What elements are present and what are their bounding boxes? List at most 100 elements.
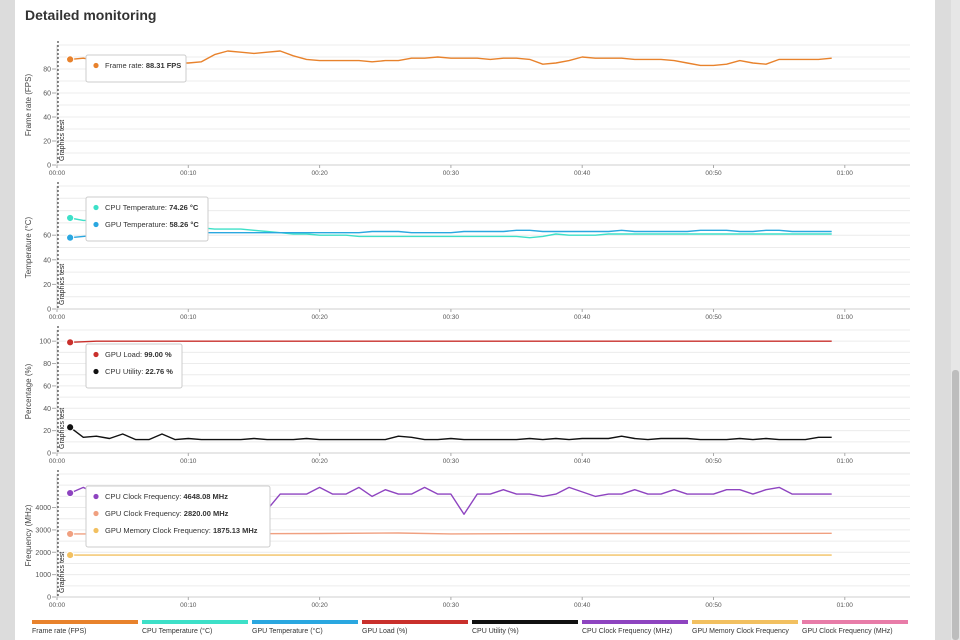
tooltip bbox=[85, 343, 183, 389]
x-tick-label: 00:10 bbox=[180, 602, 197, 609]
tooltip-entry: Frame rate: 88.31 FPS bbox=[105, 61, 181, 70]
x-tick-label: 00:10 bbox=[180, 170, 197, 177]
x-tick-label: 00:00 bbox=[49, 602, 66, 609]
panel-2: 0 20 40 60 Temperature (°C) 00:00 00:10 00:20 00… bbox=[24, 182, 910, 321]
x-tick-label: 00:20 bbox=[311, 314, 328, 321]
series-line-frame-rate bbox=[70, 50, 832, 67]
x-tick-label: 00:00 bbox=[49, 170, 66, 177]
series-line-cpu-utility bbox=[69, 426, 832, 441]
y-tick-label: 60 bbox=[43, 91, 51, 98]
legend-label: GPU Memory Clock Frequency bbox=[692, 628, 789, 635]
x-tick-label: 00:30 bbox=[443, 314, 460, 321]
tooltip-dot bbox=[93, 62, 99, 69]
legend: Frame rate (FPS) CPU Temperature (°C) GPU … bbox=[32, 620, 908, 635]
legend-swatch bbox=[32, 620, 138, 624]
y-tick-label: 80 bbox=[43, 361, 51, 368]
page-title: Detailed monitoring bbox=[25, 7, 157, 23]
panel-1: 0 20 40 60 80 Frame rate (FPS) 00:00 00:10 00:20… bbox=[24, 41, 910, 177]
series-point-cpu-clock-frequency bbox=[66, 488, 75, 498]
y-tick-label: 20 bbox=[43, 428, 51, 435]
legend-label: GPU Clock Frequency (MHz) bbox=[802, 628, 893, 635]
y-tick-label: 20 bbox=[43, 282, 51, 289]
x-tick-label: 00:30 bbox=[443, 170, 460, 177]
y-axis-label: Temperature (°C) bbox=[24, 216, 33, 278]
x-tick-label: 01:00 bbox=[837, 170, 854, 177]
tooltip-entry: GPU Clock Frequency: 2820.00 MHz bbox=[105, 509, 229, 518]
legend-swatch bbox=[362, 620, 468, 624]
x-tick-label: 00:10 bbox=[180, 458, 197, 465]
y-tick-label: 0 bbox=[47, 307, 51, 314]
graphics-test-label: Graphics test bbox=[59, 552, 66, 593]
x-tick-label: 01:00 bbox=[837, 458, 854, 465]
y-axis-label: Percentage (%) bbox=[24, 363, 33, 419]
x-tick-label: 00:20 bbox=[311, 602, 328, 609]
graphics-test-label: Graphics test bbox=[59, 264, 66, 305]
tooltip-series-name: GPU Memory Clock Frequency: bbox=[105, 526, 213, 535]
y-tick-label: 40 bbox=[43, 115, 51, 122]
tooltip-dot bbox=[93, 221, 99, 228]
series-point-gpu-temperature bbox=[66, 233, 75, 242]
tooltip-entry: CPU Utility: 22.76 % bbox=[105, 367, 173, 376]
x-tick-label: 00:40 bbox=[574, 170, 591, 177]
tooltip-series-value: 88.31 FPS bbox=[146, 61, 181, 70]
legend-label: CPU Utility (%) bbox=[472, 628, 519, 635]
y-tick-label: 1000 bbox=[35, 572, 51, 579]
tooltip-series-name: GPU Temperature: bbox=[105, 220, 169, 229]
series-point-cpu-temperature bbox=[66, 213, 75, 223]
x-tick-label: 00:40 bbox=[574, 314, 591, 321]
tooltip-series-name: GPU Load: bbox=[105, 350, 144, 359]
tooltip-series-value: 1875.13 MHz bbox=[213, 526, 258, 535]
tooltip bbox=[85, 485, 271, 548]
series-point-cpu-utility bbox=[66, 423, 75, 432]
x-tick-label: 00:30 bbox=[443, 458, 460, 465]
tooltip-entry: CPU Clock Frequency: 4648.08 MHz bbox=[105, 492, 228, 501]
tooltip-series-name: CPU Temperature: bbox=[105, 203, 169, 212]
x-tick-label: 00:50 bbox=[705, 458, 722, 465]
series-point-gpu-load bbox=[66, 338, 75, 347]
tooltip-dot bbox=[93, 493, 99, 500]
tooltip-series-value: 22.76 % bbox=[145, 367, 173, 376]
legend-swatch bbox=[802, 620, 908, 624]
legend-label: GPU Load (%) bbox=[362, 628, 408, 635]
scrollbar-thumb[interactable] bbox=[952, 370, 959, 640]
y-tick-label: 0 bbox=[47, 451, 51, 458]
x-tick-label: 00:00 bbox=[49, 458, 66, 465]
tooltip-series-value: 4648.08 MHz bbox=[183, 492, 228, 501]
legend-label: CPU Clock Frequency (MHz) bbox=[582, 628, 672, 635]
tooltip-series-value: 58.26 °C bbox=[169, 220, 199, 229]
x-tick-label: 00:40 bbox=[574, 602, 591, 609]
x-tick-label: 00:10 bbox=[180, 314, 197, 321]
y-axis-label: Frequency (MHz) bbox=[24, 504, 33, 566]
y-tick-label: 40 bbox=[43, 257, 51, 264]
x-tick-label: 00:20 bbox=[311, 170, 328, 177]
x-tick-label: 00:40 bbox=[574, 458, 591, 465]
tooltip-series-name: CPU Clock Frequency: bbox=[105, 492, 183, 501]
y-tick-label: 40 bbox=[43, 406, 51, 413]
legend-swatch bbox=[252, 620, 358, 624]
legend-label: CPU Temperature (°C) bbox=[142, 627, 212, 635]
legend-swatch bbox=[692, 620, 798, 624]
y-tick-label: 60 bbox=[43, 233, 51, 240]
y-tick-label: 2000 bbox=[35, 550, 51, 557]
legend-swatch bbox=[472, 620, 578, 624]
tooltip-series-name: GPU Clock Frequency: bbox=[105, 509, 184, 518]
y-tick-label: 60 bbox=[43, 383, 51, 390]
tooltip-dot bbox=[93, 510, 99, 517]
series-line-gpu-load bbox=[70, 340, 832, 343]
x-tick-label: 00:00 bbox=[49, 314, 66, 321]
tooltip-series-value: 2820.00 MHz bbox=[184, 509, 229, 518]
scrollbar-track[interactable] bbox=[951, 0, 960, 640]
x-tick-label: 00:20 bbox=[311, 458, 328, 465]
x-tick-label: 01:00 bbox=[837, 314, 854, 321]
tooltip bbox=[85, 54, 187, 83]
tooltip-series-name: CPU Utility: bbox=[105, 367, 145, 376]
tooltip-entry: CPU Temperature: 74.26 °C bbox=[105, 203, 199, 212]
series-point-frame-rate bbox=[66, 55, 75, 64]
series-point-gpu-clock-frequency bbox=[66, 529, 75, 539]
tooltip-series-value: 74.26 °C bbox=[169, 203, 199, 212]
tooltip bbox=[85, 196, 209, 242]
x-tick-label: 01:00 bbox=[837, 602, 854, 609]
legend-label: Frame rate (FPS) bbox=[32, 628, 86, 635]
